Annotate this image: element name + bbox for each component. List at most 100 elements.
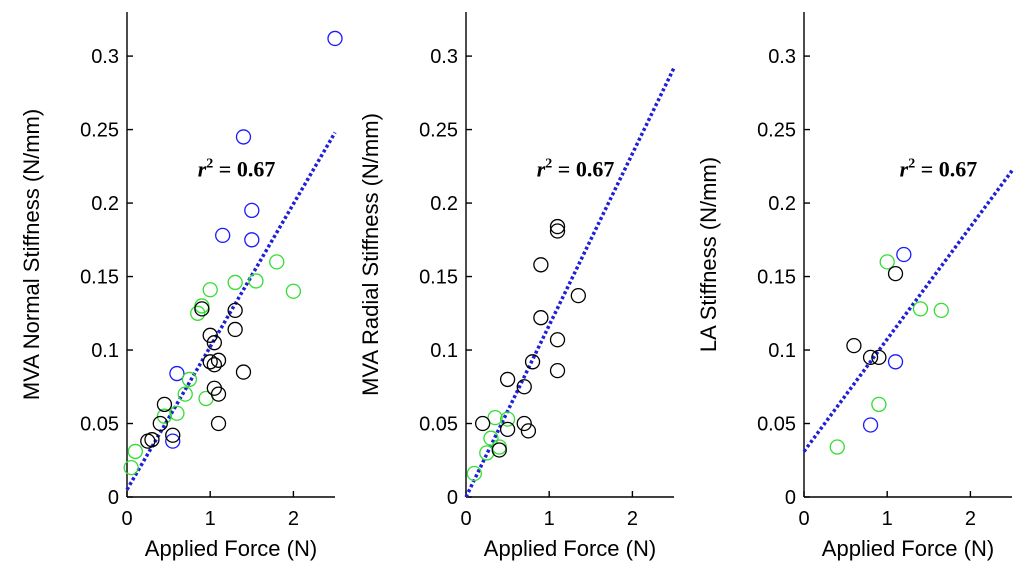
r-squared-value: = 0.67 xyxy=(552,157,614,182)
x-axis-label: Applied Force (N) xyxy=(822,536,994,561)
x-tick-label: 1 xyxy=(882,508,893,530)
y-tick-label: 0.15 xyxy=(419,267,458,289)
data-point-black xyxy=(227,302,243,318)
fit-line xyxy=(802,169,1014,453)
r-squared-symbol: r xyxy=(198,157,207,182)
y-tick-label: 0 xyxy=(447,487,458,509)
data-point-green xyxy=(912,301,929,317)
data-point-black xyxy=(520,423,537,439)
x-tick-label: 0 xyxy=(460,508,471,530)
chart-panel-2: 0 0.05 0.1 0.15 0.2 0.25 0.3 0 1 2 Applied Force (… xyxy=(358,12,676,561)
data-point-black xyxy=(524,354,541,370)
data-point-green xyxy=(483,430,499,446)
data-point-black xyxy=(516,415,532,432)
y-tick-label: 0.3 xyxy=(430,46,458,68)
data-point-black xyxy=(570,288,586,304)
data-point-green xyxy=(248,273,264,289)
y-tick-label: 0.25 xyxy=(419,120,458,142)
y-tick-label: 0.05 xyxy=(419,414,458,436)
data-point-black xyxy=(887,265,904,282)
y-tick-label: 0.15 xyxy=(757,267,796,289)
data-point-blue xyxy=(887,354,904,370)
r-squared-exponent: 2 xyxy=(908,157,915,172)
r-squared-annotation: r2 = 0.67 xyxy=(537,157,615,182)
data-point-blue xyxy=(862,417,879,433)
data-point-black xyxy=(533,257,549,273)
data-point-black xyxy=(210,352,227,368)
data-point-green xyxy=(829,439,845,455)
y-tick-label: 0.05 xyxy=(757,414,796,436)
data-point-black xyxy=(549,218,566,235)
chart-panel-1: 0 0.05 0.1 0.15 0.2 0.25 0.3 0 1 2 Applied Force (… xyxy=(19,12,343,561)
data-point-black xyxy=(499,371,516,388)
y-tick-label: 0.05 xyxy=(80,414,119,436)
data-point-green xyxy=(127,443,143,460)
data-point-green xyxy=(871,396,887,413)
data-point-green xyxy=(156,408,173,424)
y-tick-label: 0.15 xyxy=(80,267,119,289)
data-point-black xyxy=(156,396,173,413)
r-squared-annotation: r2 = 0.67 xyxy=(900,157,978,182)
y-tick-label: 0.1 xyxy=(768,340,796,362)
data-point-green xyxy=(202,282,218,298)
y-tick-label: 0.25 xyxy=(757,120,796,142)
data-point-black xyxy=(165,427,181,443)
y-tick-label: 0.3 xyxy=(768,46,796,68)
x-tick-label: 2 xyxy=(288,508,299,530)
y-axis-label: LA Stiffness (N/mm) xyxy=(696,157,721,352)
data-point-black xyxy=(152,415,168,432)
data-point-blue xyxy=(165,433,181,449)
x-tick-label: 2 xyxy=(965,508,976,530)
y-tick-label: 0.3 xyxy=(91,46,119,68)
data-point-green xyxy=(269,254,285,270)
x-axis-label: Applied Force (N) xyxy=(145,536,317,561)
y-tick-label: 0.2 xyxy=(430,193,458,215)
data-point-blue xyxy=(896,246,912,263)
x-tick-label: 2 xyxy=(627,508,638,530)
data-point-black xyxy=(206,357,223,373)
data-point-black xyxy=(210,386,227,402)
data-point-blue xyxy=(235,129,252,145)
data-point-black xyxy=(202,327,218,343)
y-tick-label: 0.1 xyxy=(91,340,119,362)
data-point-black xyxy=(533,310,549,326)
x-axis-label: Applied Force (N) xyxy=(484,536,656,561)
data-point-black xyxy=(516,379,532,395)
data-point-green xyxy=(466,465,482,482)
data-point-green xyxy=(227,274,243,291)
data-point-black xyxy=(549,223,566,239)
y-tick-label: 0 xyxy=(108,487,119,509)
r-squared-value: = 0.67 xyxy=(213,157,275,182)
data-point-black xyxy=(549,332,566,348)
data-point-green xyxy=(933,302,949,318)
y-tick-label: 0.2 xyxy=(768,193,796,215)
data-point-green xyxy=(181,371,198,388)
data-point-green xyxy=(487,409,503,426)
data-point-black xyxy=(206,335,223,351)
r-squared-exponent: 2 xyxy=(206,157,213,172)
data-point-black xyxy=(227,321,243,338)
data-point-black xyxy=(871,349,887,366)
data-point-blue xyxy=(244,232,260,248)
data-point-green xyxy=(499,411,516,427)
x-tick-label: 0 xyxy=(798,508,809,530)
y-tick-label: 0 xyxy=(785,487,796,509)
data-point-black xyxy=(202,354,218,370)
y-axis-label: MVA Radial Stiffness (N/mm) xyxy=(358,113,383,396)
r-squared-exponent: 2 xyxy=(545,157,552,172)
data-point-black xyxy=(862,349,879,366)
data-point-black xyxy=(491,442,507,458)
data-point-black xyxy=(235,364,252,380)
x-tick-label: 1 xyxy=(205,508,216,530)
data-point-blue xyxy=(244,202,260,219)
x-tick-label: 0 xyxy=(121,508,132,530)
r-squared-symbol: r xyxy=(537,157,546,182)
data-point-black xyxy=(140,433,156,449)
x-tick-label: 1 xyxy=(544,508,555,530)
r-squared-value: = 0.67 xyxy=(915,157,977,182)
fit-line xyxy=(464,67,676,498)
data-point-black xyxy=(499,421,516,438)
data-point-green xyxy=(177,386,193,402)
data-point-blue xyxy=(327,30,343,47)
